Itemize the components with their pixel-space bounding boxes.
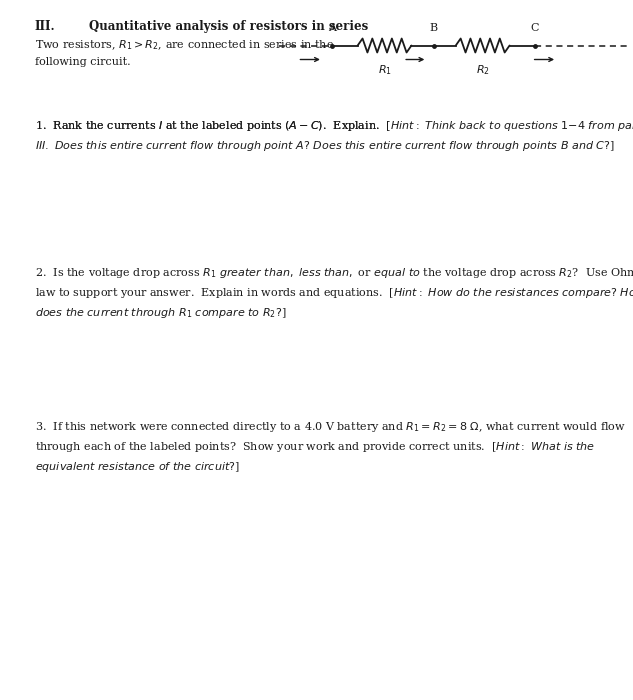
Text: Quantitative analysis of resistors in series: Quantitative analysis of resistors in se… (89, 20, 368, 33)
Text: A: A (329, 23, 336, 33)
Text: 1.  Rank the currents $I$ at the labeled points $(A - C)$.  Explain.  [$\it{Hint: 1. Rank the currents $I$ at the labeled … (35, 119, 633, 153)
Text: III.: III. (35, 20, 56, 33)
Text: 3.  If this network were connected directly to a 4.0 V battery and $R_1 = R_2 = : 3. If this network were connected direct… (35, 420, 625, 474)
Text: $R_2$: $R_2$ (476, 63, 489, 77)
Text: 1.  Rank the currents $I$ at the labeled points $(A - C)$.  Explain.  [: 1. Rank the currents $I$ at the labeled … (35, 119, 391, 133)
Text: 2.  Is the voltage drop across $R_1$ $\it{greater\ than,}$ $\it{less\ than,}$ or: 2. Is the voltage drop across $R_1$ $\it… (35, 266, 633, 320)
Text: $R_1$: $R_1$ (377, 63, 392, 77)
Text: B: B (430, 23, 437, 33)
Text: Two resistors, $R_1 > R_2$, are connected in series in the
following circuit.: Two resistors, $R_1 > R_2$, are connecte… (35, 38, 334, 67)
Text: C: C (530, 23, 539, 33)
